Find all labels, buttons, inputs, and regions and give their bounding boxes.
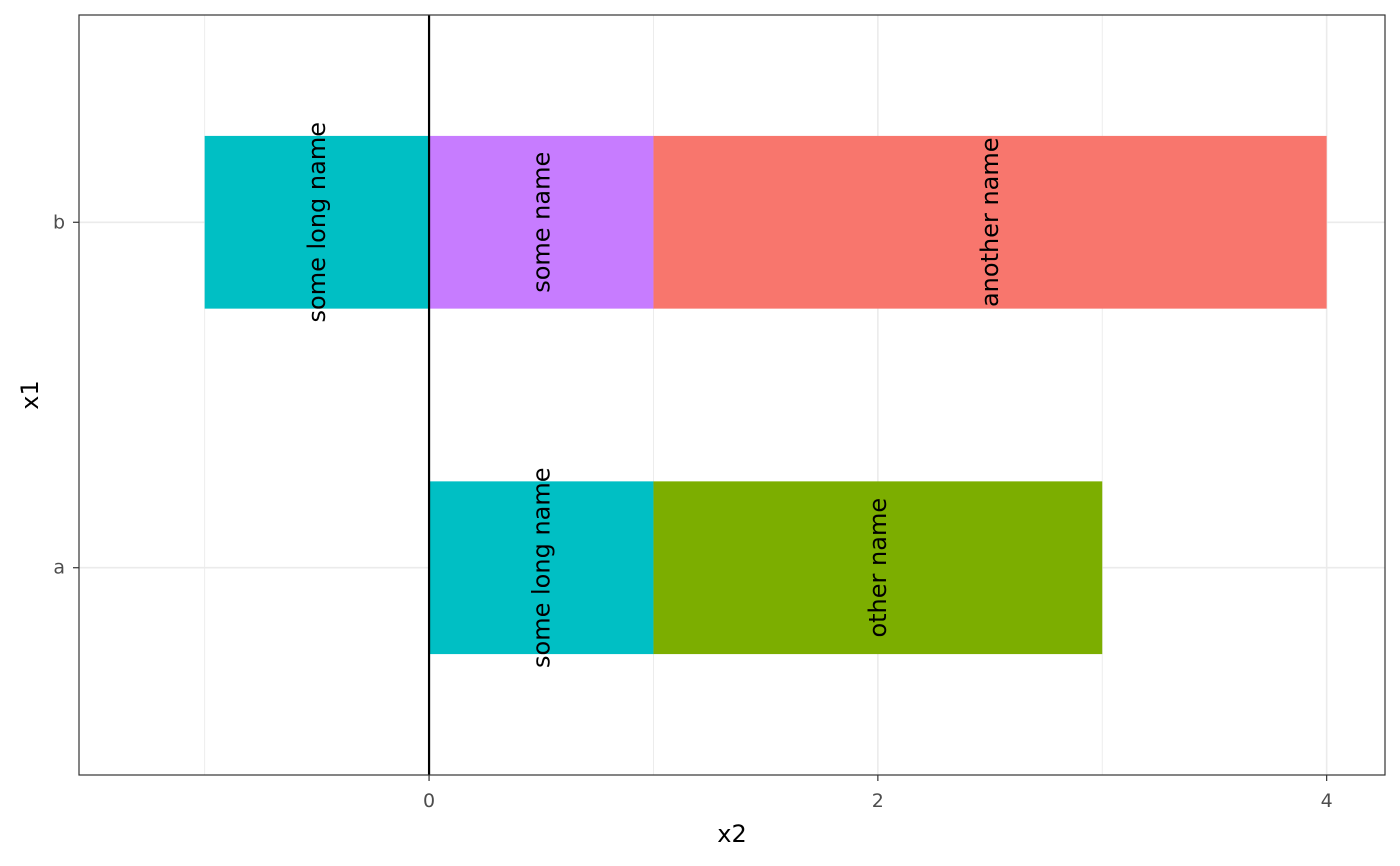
bar-label-a-0: some long name bbox=[527, 468, 555, 668]
y-axis-title: x1 bbox=[16, 380, 44, 409]
plot-background bbox=[79, 15, 1385, 775]
bar-label-b-3: some name bbox=[527, 152, 555, 293]
x-tick-label: 0 bbox=[423, 790, 435, 812]
bar-labels: some long name other name some long name so… bbox=[303, 122, 1004, 668]
bar-segment-b-3 bbox=[429, 135, 654, 309]
bar-segment-a-1 bbox=[653, 481, 1103, 655]
bar-segments bbox=[204, 135, 1327, 655]
x-tick-label: 2 bbox=[872, 790, 884, 812]
bar-label-b-2: some long name bbox=[303, 122, 331, 322]
y-tick-label: b bbox=[53, 211, 65, 233]
bar-label-a-1: other name bbox=[864, 498, 892, 638]
y-tick-label: a bbox=[53, 557, 65, 579]
bar-segment-b-2 bbox=[204, 135, 430, 309]
x-axis: 0 2 4 bbox=[423, 775, 1333, 812]
x-axis-title: x2 bbox=[717, 820, 746, 848]
plot-border bbox=[78, 14, 1386, 776]
bar-label-b-4: another name bbox=[976, 137, 1004, 307]
bar-segment-a-0 bbox=[429, 481, 654, 655]
bar-segment-b-4 bbox=[653, 135, 1327, 309]
x-tick-label: 4 bbox=[1321, 790, 1333, 812]
y-axis: ab bbox=[53, 211, 79, 579]
